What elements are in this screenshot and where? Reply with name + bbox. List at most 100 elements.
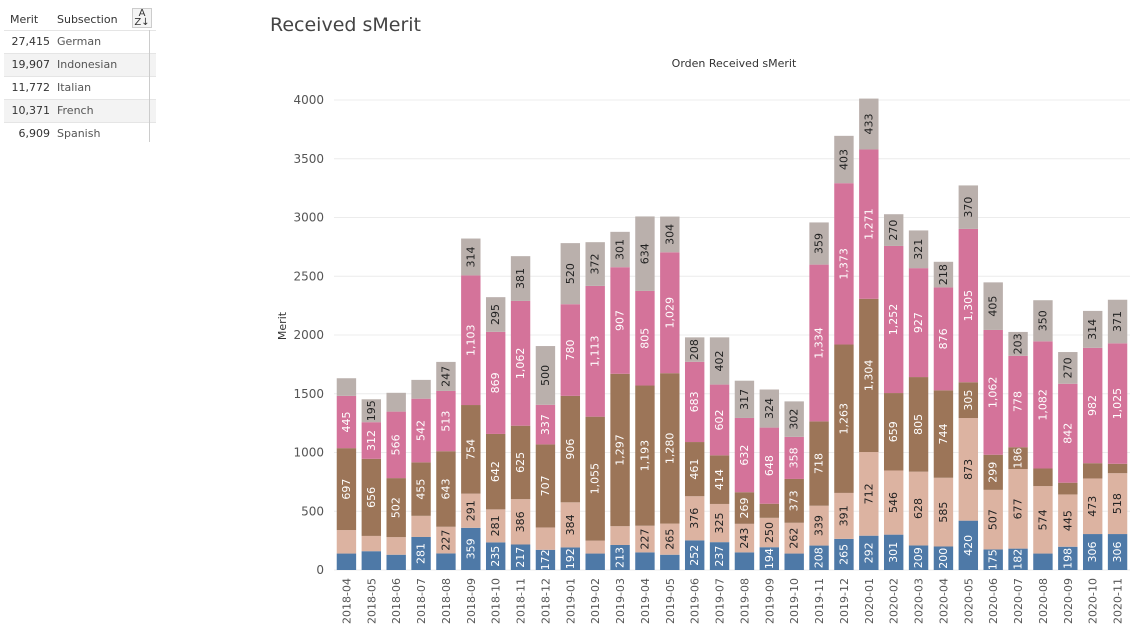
bar-segment[interactable] (1008, 469, 1028, 549)
bar-segment[interactable] (734, 552, 755, 570)
bar-segment[interactable] (1008, 548, 1028, 570)
bar-segment[interactable] (411, 515, 431, 537)
bar-segment[interactable] (958, 382, 979, 419)
bar-segment[interactable] (361, 399, 382, 423)
bar-segment[interactable] (1107, 463, 1128, 474)
bar-segment[interactable] (660, 252, 680, 374)
bar-segment[interactable] (859, 452, 879, 536)
bar-segment[interactable] (1033, 341, 1053, 469)
bar-segment[interactable] (436, 451, 456, 527)
bar-segment[interactable] (809, 505, 829, 546)
bar-segment[interactable] (1082, 478, 1103, 535)
bar-segment[interactable] (734, 523, 755, 553)
bar-segment[interactable] (709, 455, 730, 504)
bar-segment[interactable] (859, 98, 879, 150)
bar-segment[interactable] (485, 297, 506, 332)
bar-segment[interactable] (386, 554, 406, 570)
bar-segment[interactable] (660, 373, 680, 524)
bar-segment[interactable] (635, 216, 655, 291)
bar-segment[interactable] (809, 545, 829, 570)
bar-segment[interactable] (1082, 463, 1103, 479)
bar-segment[interactable] (386, 537, 406, 555)
bar-segment[interactable] (660, 216, 680, 253)
bar-segment[interactable] (1058, 352, 1078, 384)
bar-segment[interactable] (361, 551, 382, 570)
bar-segment[interactable] (784, 522, 804, 554)
bar-segment[interactable] (834, 492, 854, 539)
bar-segment[interactable] (560, 304, 581, 396)
bar-segment[interactable] (809, 421, 829, 506)
bar-segment[interactable] (560, 395, 581, 503)
bar-segment[interactable] (610, 231, 630, 268)
bar-segment[interactable] (834, 183, 854, 345)
bar-segment[interactable] (485, 433, 506, 510)
bar-segment[interactable] (983, 329, 1003, 455)
bar-segment[interactable] (784, 553, 804, 570)
sort-az-icon[interactable]: A Z↓ (132, 8, 152, 28)
bar-segment[interactable] (361, 422, 382, 459)
bar-segment[interactable] (485, 331, 506, 434)
table-row[interactable]: 19,907 Indonesian (4, 53, 156, 76)
bar-segment[interactable] (1058, 383, 1078, 483)
bar-segment[interactable] (411, 398, 431, 463)
bar-segment[interactable] (734, 417, 755, 493)
bar-segment[interactable] (1008, 355, 1028, 448)
bar-segment[interactable] (1082, 310, 1103, 348)
bar-segment[interactable] (883, 214, 904, 246)
bar-segment[interactable] (436, 553, 456, 570)
bar-segment[interactable] (1033, 553, 1053, 570)
bar-segment[interactable] (510, 544, 531, 570)
bar-segment[interactable] (461, 527, 481, 570)
bar-segment[interactable] (610, 267, 630, 374)
bar-segment[interactable] (461, 275, 481, 406)
bar-segment[interactable] (709, 542, 730, 570)
bar-segment[interactable] (610, 373, 630, 527)
bar-segment[interactable] (510, 425, 531, 500)
bar-segment[interactable] (983, 282, 1003, 330)
bar-segment[interactable] (610, 544, 630, 570)
bar-segment[interactable] (336, 395, 357, 449)
bar-segment[interactable] (1058, 494, 1078, 547)
bar-segment[interactable] (1033, 300, 1053, 342)
bar-segment[interactable] (1107, 343, 1128, 464)
bar-segment[interactable] (709, 337, 730, 385)
bar-segment[interactable] (908, 268, 929, 378)
bar-segment[interactable] (933, 546, 954, 571)
bar-segment[interactable] (411, 536, 431, 570)
bar-segment[interactable] (461, 493, 481, 528)
table-row[interactable]: 6,909 Spanish (4, 122, 156, 145)
bar-segment[interactable] (859, 298, 879, 453)
bar-segment[interactable] (684, 540, 705, 570)
bar-segment[interactable] (535, 444, 556, 528)
bar-segment[interactable] (461, 238, 481, 276)
bar-segment[interactable] (336, 448, 357, 531)
bar-segment[interactable] (1033, 468, 1053, 487)
bar-segment[interactable] (684, 337, 705, 362)
bar-segment[interactable] (436, 526, 456, 554)
bar-segment[interactable] (759, 503, 780, 518)
bar-segment[interactable] (585, 242, 605, 286)
bar-segment[interactable] (411, 379, 431, 399)
bar-segment[interactable] (933, 287, 954, 391)
bar-segment[interactable] (485, 509, 506, 543)
bar-segment[interactable] (784, 401, 804, 437)
bar-segment[interactable] (834, 135, 854, 184)
bar-segment[interactable] (809, 264, 829, 422)
bar-segment[interactable] (361, 535, 382, 552)
bar-segment[interactable] (535, 527, 556, 550)
bar-segment[interactable] (684, 442, 705, 497)
bar-segment[interactable] (983, 489, 1003, 550)
table-row[interactable]: 10,371 French (4, 99, 156, 122)
bar-segment[interactable] (784, 436, 804, 479)
bar-segment[interactable] (933, 261, 954, 288)
bar-segment[interactable] (883, 393, 904, 471)
bar-segment[interactable] (336, 553, 357, 570)
bar-segment[interactable] (933, 477, 954, 547)
bar-segment[interactable] (1008, 331, 1028, 356)
bar-segment[interactable] (684, 496, 705, 541)
bar-segment[interactable] (883, 245, 904, 394)
bar-segment[interactable] (336, 378, 357, 396)
bar-segment[interactable] (660, 554, 680, 570)
bar-segment[interactable] (1082, 347, 1103, 464)
bar-segment[interactable] (734, 380, 755, 418)
